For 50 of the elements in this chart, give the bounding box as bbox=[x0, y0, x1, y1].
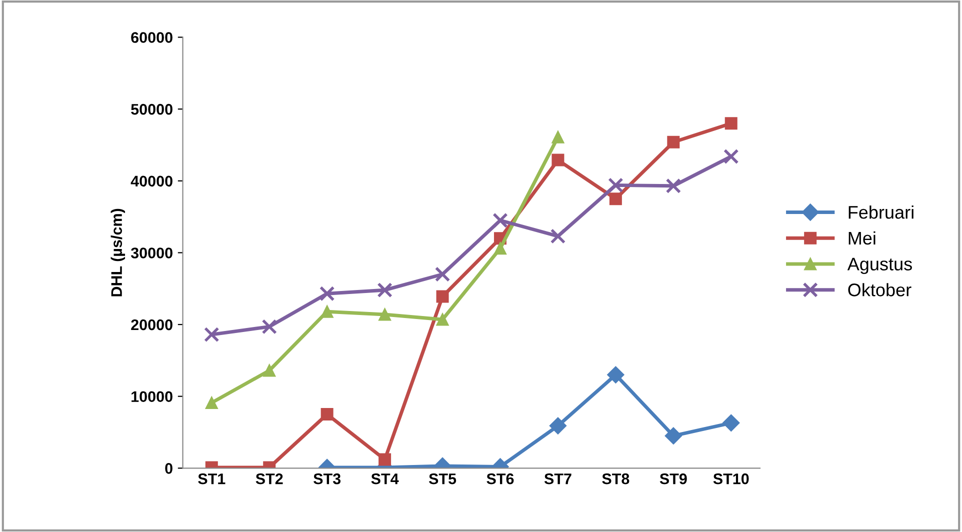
point bbox=[434, 266, 450, 282]
y-tick-label: 50000 bbox=[131, 104, 172, 115]
point bbox=[378, 453, 392, 466]
point bbox=[262, 319, 277, 334]
point bbox=[608, 178, 624, 193]
y-tick-label: 0 bbox=[165, 463, 172, 474]
point bbox=[204, 326, 220, 342]
x-tick-label: ST3 bbox=[314, 473, 341, 484]
legend-label: Mei bbox=[848, 231, 876, 245]
x-tick-label: ST4 bbox=[371, 473, 399, 484]
point bbox=[378, 308, 392, 321]
y-tick-label: 20000 bbox=[131, 319, 172, 330]
point bbox=[666, 178, 682, 194]
x-tick-label: ST8 bbox=[602, 473, 630, 484]
x-tick-label: ST9 bbox=[660, 473, 687, 484]
x-tick-label: ST1 bbox=[198, 473, 226, 484]
point bbox=[436, 313, 449, 326]
x-tick-label: ST7 bbox=[544, 473, 572, 484]
y-tick-label: 30000 bbox=[130, 248, 172, 258]
point bbox=[436, 290, 449, 303]
point bbox=[552, 154, 564, 166]
point bbox=[723, 148, 739, 164]
y-tick-label: 10000 bbox=[132, 391, 172, 402]
legend-label: Agustus bbox=[847, 258, 912, 274]
x-tick-label: ST6 bbox=[486, 473, 514, 484]
point bbox=[549, 417, 567, 434]
point bbox=[320, 305, 334, 318]
point bbox=[552, 130, 564, 144]
point bbox=[724, 117, 738, 130]
point bbox=[722, 414, 740, 432]
point bbox=[377, 282, 392, 298]
point bbox=[607, 366, 624, 384]
y-tick-label: 40000 bbox=[130, 176, 172, 187]
y-axis-title: DHL (µs/cm) bbox=[110, 208, 126, 296]
legend-label: Februari bbox=[848, 205, 914, 219]
y-tick-label: 60000 bbox=[131, 32, 172, 43]
legend-label: Oktober bbox=[848, 283, 912, 296]
point bbox=[494, 242, 506, 255]
point bbox=[667, 136, 680, 148]
x-tick-label: ST5 bbox=[428, 473, 456, 484]
point bbox=[492, 212, 508, 228]
point bbox=[609, 192, 622, 206]
x-tick-label: ST10 bbox=[713, 473, 749, 484]
x-tick-label: ST2 bbox=[256, 473, 283, 484]
point bbox=[319, 286, 335, 302]
point bbox=[263, 364, 276, 377]
point bbox=[664, 427, 682, 444]
point bbox=[550, 228, 566, 244]
point bbox=[205, 396, 218, 410]
point bbox=[320, 408, 334, 421]
